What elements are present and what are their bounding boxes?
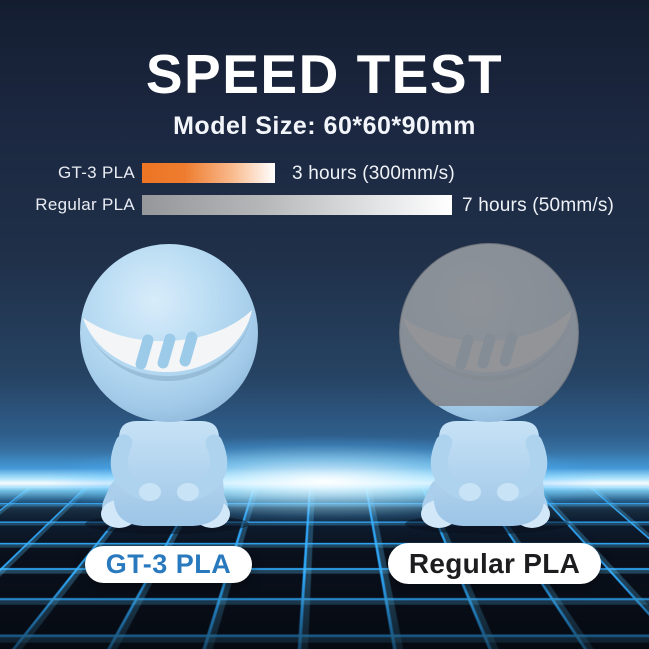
model-size-subtitle: Model Size: 60*60*90mm [173,112,476,140]
page-title: SPEED TEST [145,43,504,105]
gt3-figurine [80,244,258,534]
bar-value-regular: 7 hours (50mm/s) [462,195,615,216]
caption-pill-regular: Regular PLA [388,543,601,584]
regular-pla-figurine [399,243,579,534]
caption-gt3-label: GT-3 PLA [105,549,232,579]
bar-value-gt3: 3 hours (300mm/s) [292,163,455,184]
bar-regular [142,195,452,215]
visor-slots [135,331,198,370]
bar-gt3 [142,163,275,183]
bar-label-regular: Regular PLA [35,195,135,214]
bar-label-gt3: GT-3 PLA [57,163,135,182]
caption-regular-label: Regular PLA [408,547,581,579]
caption-pill-gt3: GT-3 PLA [85,546,252,583]
unprinted-gray-overlay [399,243,579,406]
